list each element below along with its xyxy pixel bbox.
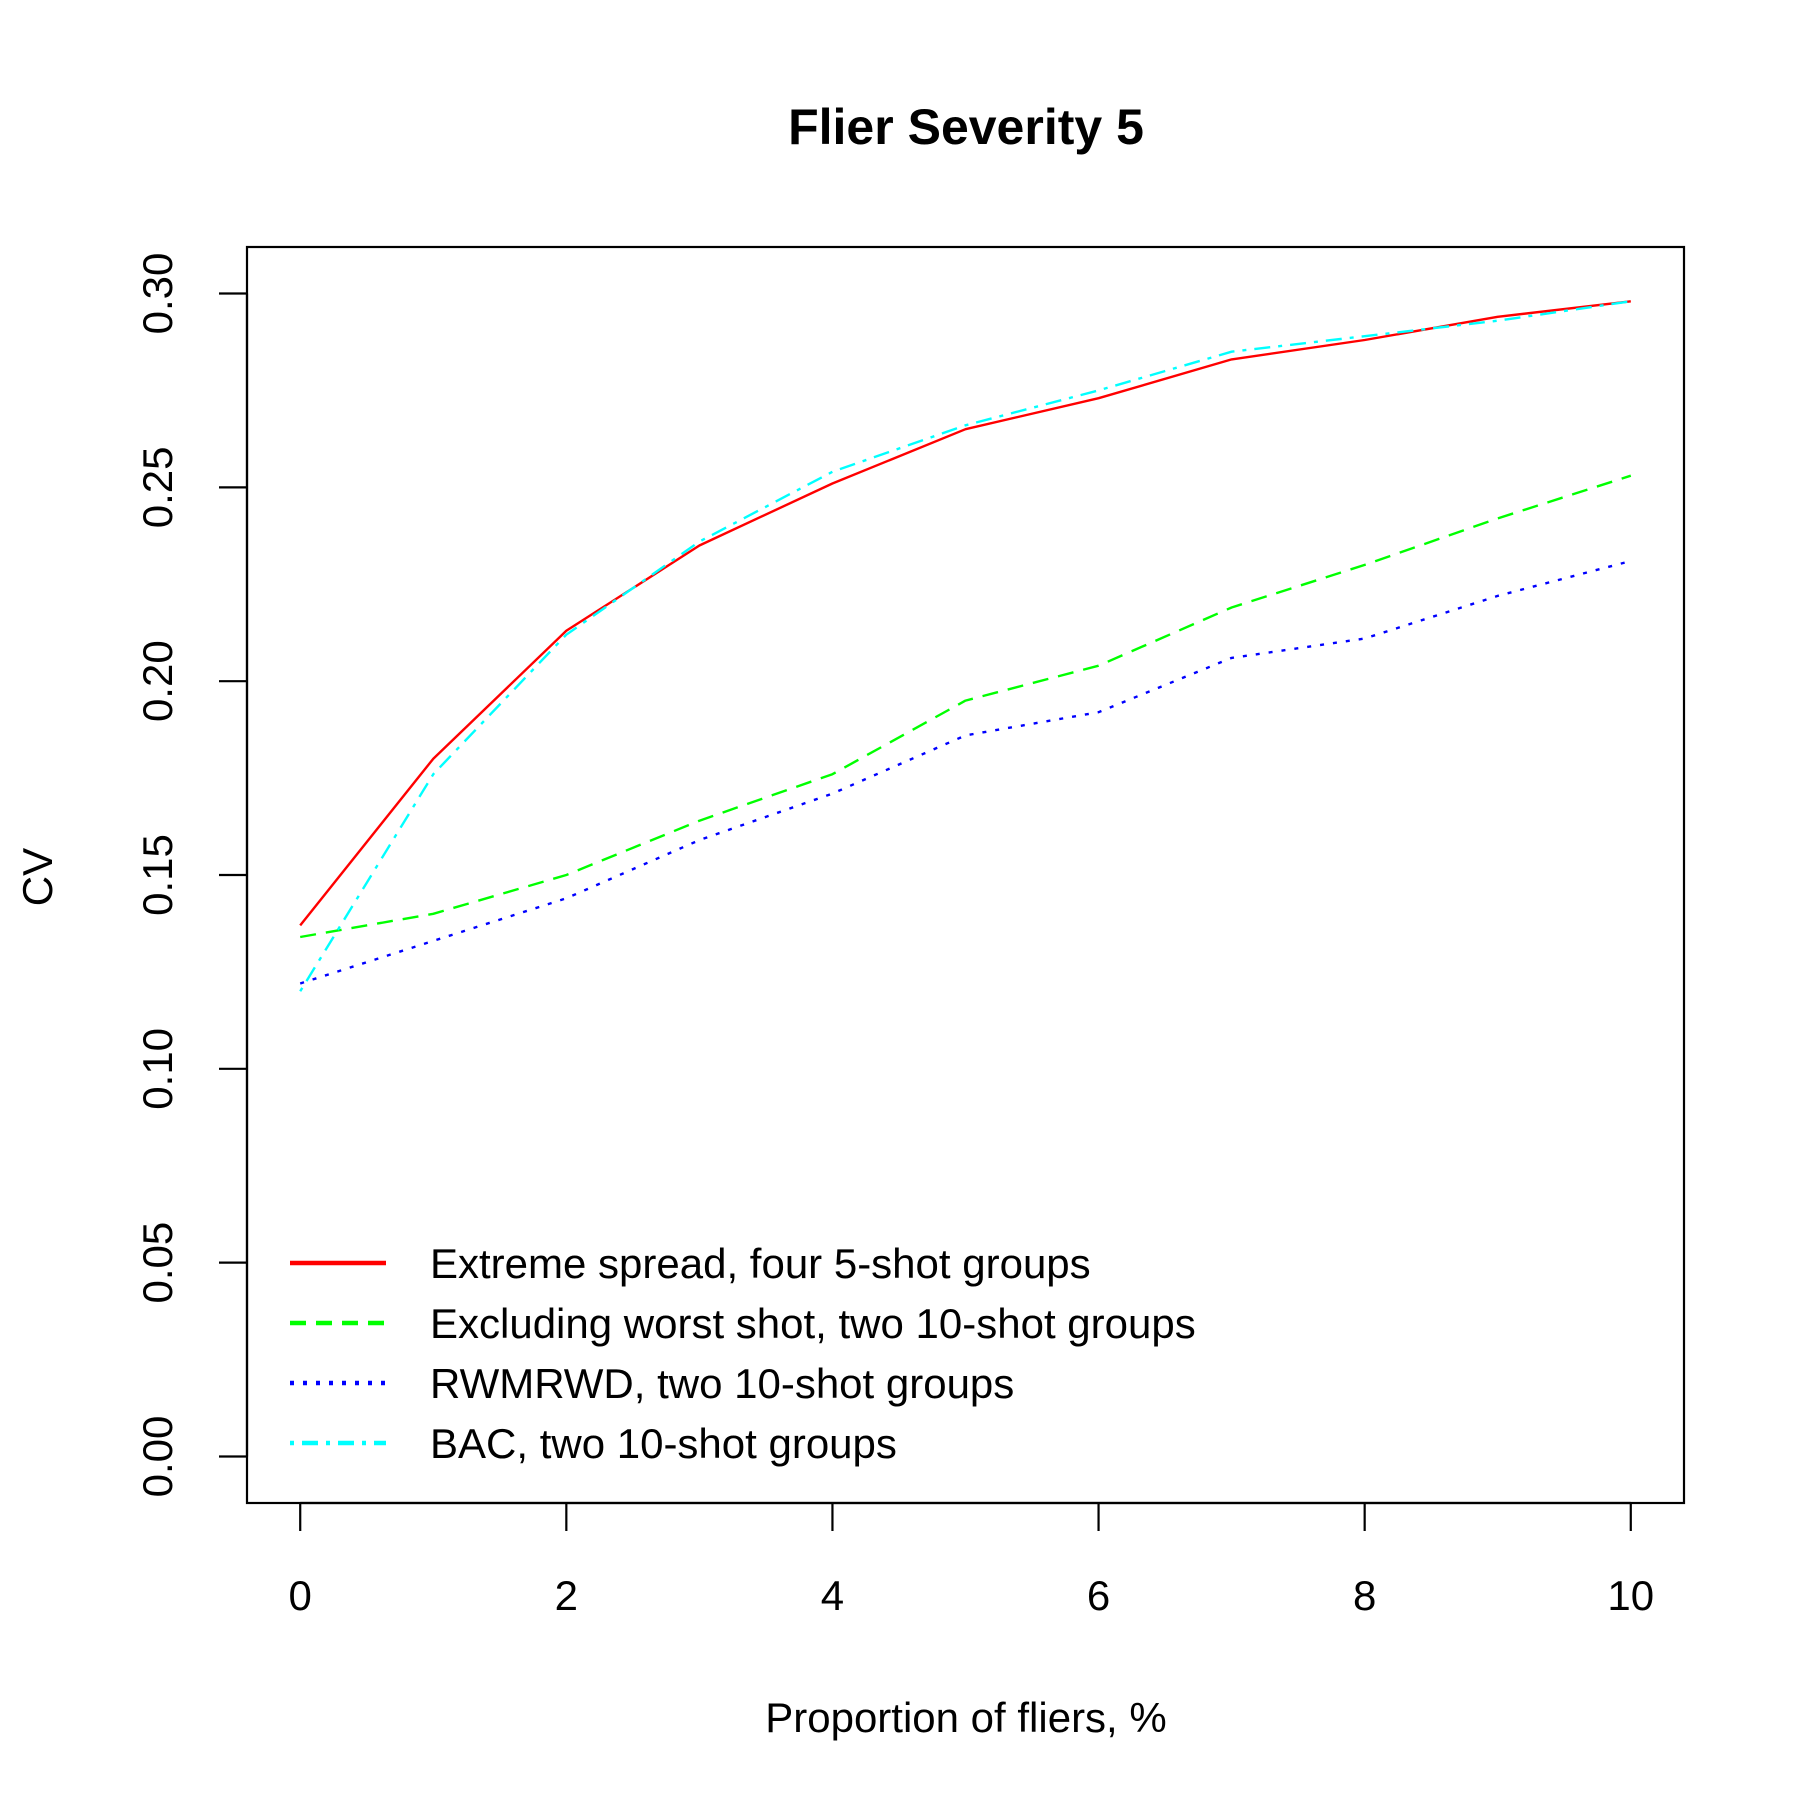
- y-axis: 0.00 0.05 0.10 0.15 0.20 0.25 0.30: [134, 253, 249, 1498]
- y-tick-label: 0.00: [134, 1416, 181, 1498]
- x-tick-label: 4: [821, 1572, 844, 1619]
- y-tick-label: 0.15: [134, 834, 181, 916]
- y-tick-label: 0.20: [134, 640, 181, 722]
- series-line-1: [299, 300, 1631, 927]
- series-line-3: [299, 559, 1632, 985]
- series-line-4: [299, 300, 1631, 992]
- legend-label-3: RWMRWD, two 10-shot groups: [430, 1360, 1014, 1407]
- series-line-2: [299, 474, 1632, 939]
- y-tick-label: 0.10: [134, 1028, 181, 1110]
- y-tick-label: 0.05: [134, 1222, 181, 1304]
- x-tick-label: 2: [555, 1572, 578, 1619]
- series-layer: [299, 300, 1632, 992]
- legend-label-4: BAC, two 10-shot groups: [430, 1420, 897, 1467]
- x-tick-label: 0: [289, 1572, 312, 1619]
- x-tick-label: 8: [1353, 1572, 1376, 1619]
- x-tick-label: 10: [1607, 1572, 1654, 1619]
- legend-label-1: Extreme spread, four 5-shot groups: [430, 1240, 1091, 1287]
- x-tick-label: 6: [1087, 1572, 1110, 1619]
- legend-label-2: Excluding worst shot, two 10-shot groups: [430, 1300, 1196, 1347]
- legend: Extreme spread, four 5-shot groups Exclud…: [290, 1240, 1196, 1467]
- y-axis-label: CV: [14, 848, 61, 906]
- y-tick-label: 0.30: [134, 253, 181, 335]
- x-axis-label: Proportion of fliers, %: [765, 1694, 1167, 1741]
- y-tick-label: 0.25: [134, 446, 181, 528]
- x-axis: 0 2 4 6 8 10: [289, 1501, 1654, 1619]
- chart-title: Flier Severity 5: [788, 99, 1144, 155]
